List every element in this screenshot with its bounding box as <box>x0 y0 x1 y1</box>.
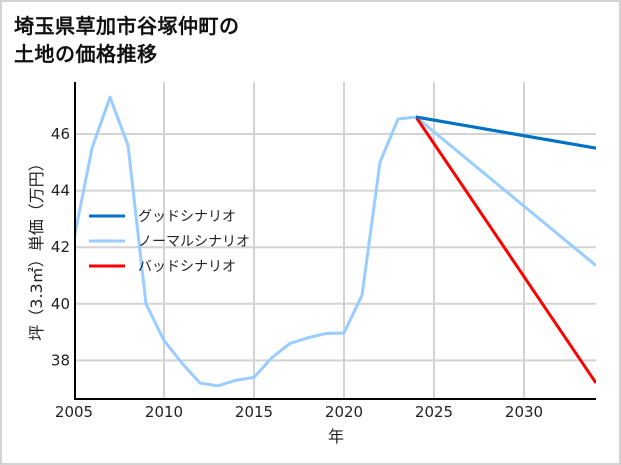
y-tick-label: 46 <box>51 125 70 143</box>
y-tick-label: 40 <box>51 295 70 313</box>
x-tick-label: 2015 <box>235 403 273 421</box>
x-tick-label: 2005 <box>55 403 93 421</box>
legend-label: グッドシナリオ <box>138 209 236 225</box>
y-axis-label: 坪（3.3㎡）単価（万円） <box>27 155 46 340</box>
x-tick-labels: 2005 2010 2015 2020 2025 2030 <box>55 403 543 421</box>
x-tick-label: 2010 <box>145 403 183 421</box>
x-axis-label: 年 <box>328 427 344 446</box>
normal-scenario-line <box>415 115 596 267</box>
y-tick-labels: 38 40 42 44 46 <box>51 125 70 369</box>
axes <box>74 82 596 400</box>
y-tick-label: 38 <box>51 351 70 369</box>
x-tick-label: 2025 <box>415 403 453 421</box>
legend-label: バッドシナリオ <box>138 259 236 275</box>
good-scenario-line-overlay <box>415 115 596 150</box>
historical-price-line <box>75 95 417 388</box>
y-tick-label: 44 <box>51 182 70 200</box>
legend-label: ノーマルシナリオ <box>138 234 250 250</box>
x-tick-label: 2020 <box>325 403 363 421</box>
data-lines <box>75 95 596 388</box>
chart-title: 埼玉県草加市谷塚仲町の 土地の価格推移 <box>14 12 240 68</box>
chart-title-line2: 土地の価格推移 <box>14 42 158 66</box>
x-tick-label: 2030 <box>505 403 543 421</box>
bad-scenario-line <box>414 116 596 384</box>
chart-title-line1: 埼玉県草加市谷塚仲町の <box>14 14 240 38</box>
y-tick-label: 42 <box>51 238 70 256</box>
